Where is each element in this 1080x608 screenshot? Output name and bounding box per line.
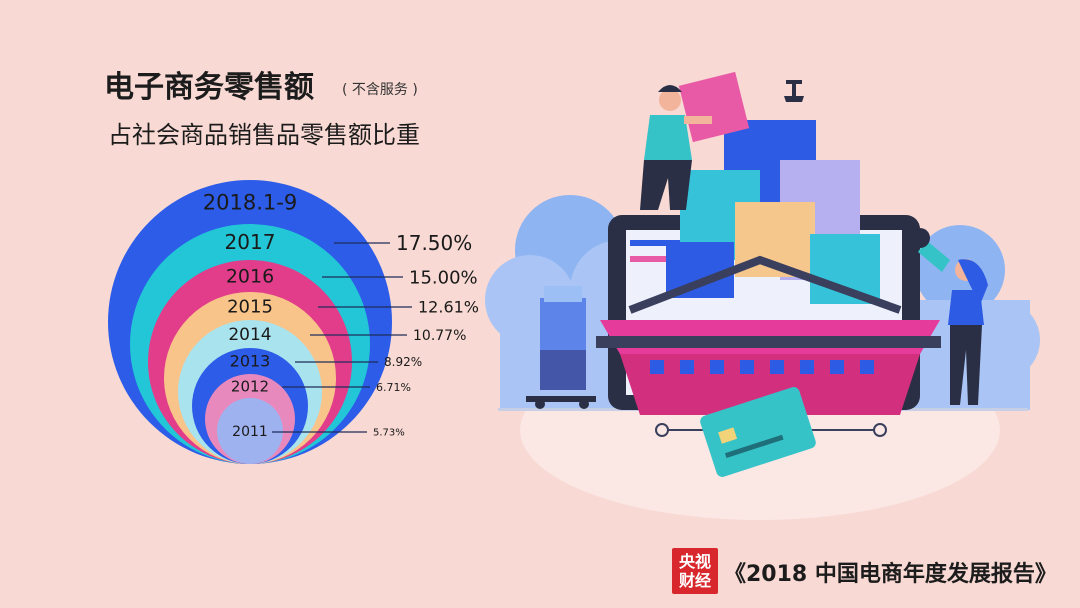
person-left-icon: [640, 85, 712, 210]
percent-label-2014: 10.77%: [413, 328, 466, 344]
chart-title: 电子商务零售额: [104, 70, 314, 105]
year-label-2017: 2017: [225, 230, 276, 254]
percent-label-2013: 8.92%: [384, 355, 422, 369]
year-label-2012: 2012: [231, 377, 269, 395]
percent-label-2012: 6.71%: [376, 381, 411, 394]
year-label-2014: 2014: [228, 325, 271, 345]
percent-label-2015: 12.61%: [418, 298, 479, 317]
logo-line-2: 财经: [678, 571, 711, 590]
year-label-2011: 2011: [232, 424, 268, 440]
nested-circle-chart: 2018.1-9 2017 2016 2015 2014 2013 2012 2011 17.5…: [108, 180, 479, 464]
credit-card-icon: [700, 387, 816, 477]
basket-icon: [596, 255, 941, 437]
ecommerce-illustration: [485, 71, 1040, 520]
person-right-icon: [910, 228, 988, 405]
year-label-2016: 2016: [226, 266, 274, 288]
percent-label-2011: 5.73%: [373, 428, 405, 439]
bottle-icon: [526, 286, 596, 409]
chart-title-note: ( 不含服务 ): [342, 82, 418, 98]
year-label-2018.1-9: 2018.1-9: [203, 190, 297, 214]
percent-label-2017: 17.50%: [396, 231, 472, 255]
cctv-finance-logo: 央视 财经: [672, 548, 718, 594]
year-label-2015: 2015: [227, 296, 273, 317]
lamp-icon: [784, 80, 804, 102]
percent-label-2016: 15.00%: [409, 267, 478, 288]
logo-line-1: 央视: [678, 552, 711, 571]
chart-subtitle: 占社会商品销售品零售额比重: [108, 121, 420, 149]
circle-2011: [217, 398, 283, 464]
year-label-2013: 2013: [230, 352, 271, 371]
boxes-icon: [666, 71, 880, 304]
source-text: 《2018 中国电商年度发展报告》: [724, 562, 1057, 587]
